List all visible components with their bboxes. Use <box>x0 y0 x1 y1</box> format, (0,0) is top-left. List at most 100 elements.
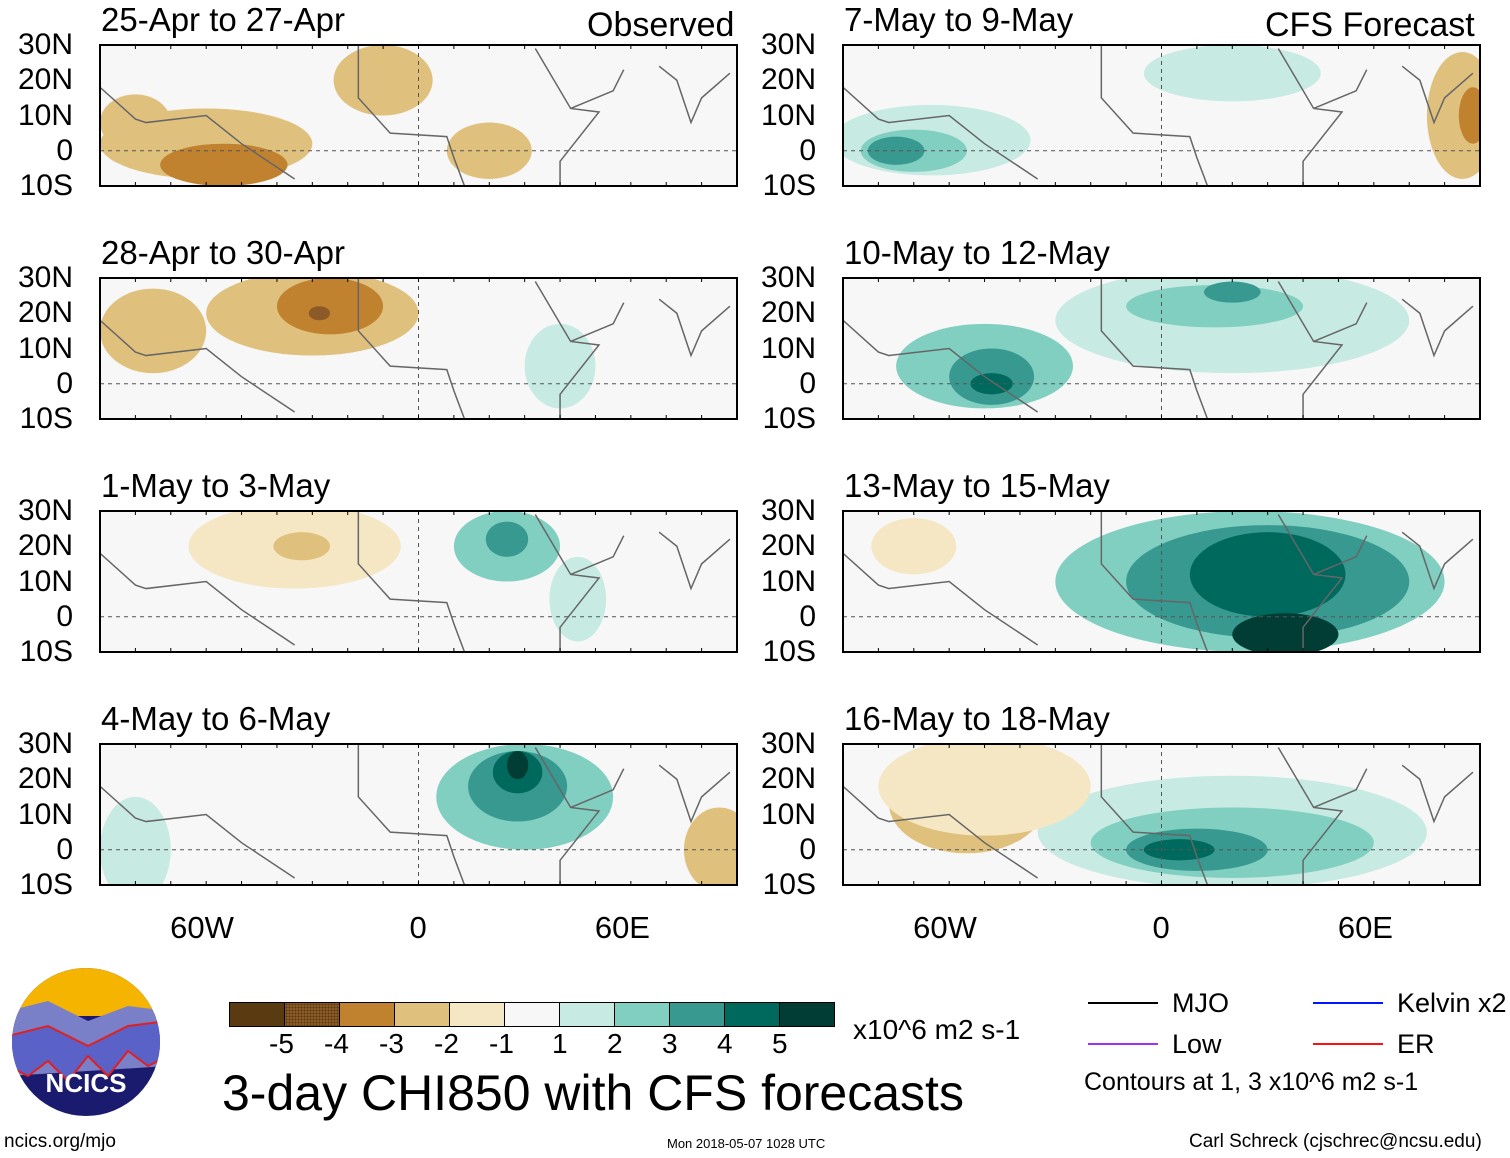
map-panel <box>99 743 738 886</box>
footer-author: Carl Schreck (cjschrec@ncsu.edu) <box>1189 1131 1482 1152</box>
lon-tick-label: 60E <box>594 910 650 945</box>
lat-tick-label: 10N <box>760 98 816 132</box>
anomaly-blob <box>100 94 171 151</box>
lat-tick-label: 10S <box>19 402 73 435</box>
panel-title: 7-May to 9-May <box>844 1 1074 38</box>
anomaly-blob <box>100 796 171 885</box>
colorbar-tick-label: 3 <box>662 1028 678 1059</box>
lat-tick-label: 0 <box>56 133 73 167</box>
lat-tick-label: 10N <box>17 331 73 365</box>
colorbar-swatch <box>285 1003 340 1026</box>
panel-title: 13-May to 15-May <box>844 467 1110 504</box>
lat-tick-label: 10S <box>762 868 816 901</box>
lat-tick-label: 10S <box>19 635 73 668</box>
colorbar-swatch <box>670 1003 725 1026</box>
lat-tick-label: 10N <box>760 797 816 831</box>
contour-note: Contours at 1, 3 x10^6 m2 s-1 <box>1084 1068 1419 1096</box>
lat-tick-label: 30N <box>17 28 73 61</box>
lat-tick-label: 10N <box>17 797 73 831</box>
legend-label: Kelvin x2 <box>1397 988 1507 1018</box>
lat-tick-label: 30N <box>17 494 73 527</box>
panel-title: 1-May to 3-May <box>101 467 331 504</box>
anomaly-blob <box>1189 532 1346 617</box>
anomaly-blob <box>1203 281 1261 303</box>
anomaly-blob <box>1458 87 1480 144</box>
lat-tick-label: 10S <box>19 169 73 202</box>
forecast-label: CFS Forecast <box>1265 6 1475 44</box>
anomaly-blob <box>871 518 957 575</box>
lon-tick-label: 60W <box>913 910 977 945</box>
map-panel <box>99 277 738 420</box>
coastline <box>100 744 731 885</box>
lat-tick-label: 20N <box>17 762 73 796</box>
legend-line <box>1313 1043 1383 1045</box>
colorbar-tick-label: 1 <box>552 1028 568 1059</box>
colorbar-swatch <box>450 1003 505 1026</box>
colorbar-tick-label: -5 <box>269 1028 294 1059</box>
colorbar-tick-label: -2 <box>434 1028 459 1059</box>
footer-url[interactable]: ncics.org/mjo <box>4 1131 116 1152</box>
coastline <box>100 45 731 186</box>
colorbar-tick-label: -1 <box>489 1028 514 1059</box>
anomaly-blob <box>333 45 433 116</box>
lat-tick-label: 20N <box>760 63 816 97</box>
lat-tick-label: 20N <box>17 296 73 330</box>
lon-tick-label: 60E <box>1337 910 1393 945</box>
colorbar-tick-label: 2 <box>607 1028 623 1059</box>
map-panel <box>842 743 1481 886</box>
lon-tick-label: 0 <box>1152 910 1170 945</box>
lat-tick-label: 30N <box>760 727 816 760</box>
panel-title: 28-Apr to 30-Apr <box>101 234 345 271</box>
map-panel <box>842 510 1481 653</box>
colorbar-units: x10^6 m2 s-1 <box>853 1014 1021 1045</box>
lon-tick-label: 0 <box>409 910 427 945</box>
lat-tick-label: 30N <box>17 261 73 294</box>
lat-tick-label: 0 <box>799 599 816 633</box>
panel-title: 10-May to 12-May <box>844 234 1110 271</box>
colorbar-swatch <box>615 1003 670 1026</box>
legend-line <box>1088 1002 1158 1004</box>
panel-title: 25-Apr to 27-Apr <box>101 1 345 38</box>
colorbar-swatch <box>340 1003 395 1026</box>
lat-tick-label: 20N <box>17 529 73 563</box>
colorbar-swatch <box>725 1003 780 1026</box>
lat-tick-label: 0 <box>56 832 73 866</box>
lat-tick-label: 10S <box>762 402 816 435</box>
observed-label: Observed <box>587 6 735 44</box>
svg-text:NCICS: NCICS <box>46 1068 127 1098</box>
anomaly-blob <box>867 136 925 165</box>
lat-tick-label: 20N <box>760 529 816 563</box>
anomaly-blob <box>506 751 529 780</box>
lat-tick-label: 0 <box>799 366 816 400</box>
coastline <box>843 278 1474 419</box>
anomaly-blob <box>446 122 532 179</box>
colorbar-swatch <box>505 1003 560 1026</box>
anomaly-blob <box>276 278 384 335</box>
anomaly-blob <box>878 744 1091 836</box>
map-panel <box>842 44 1481 187</box>
lat-tick-label: 10N <box>17 564 73 598</box>
lat-tick-label: 30N <box>760 494 816 527</box>
lat-tick-label: 30N <box>17 727 73 760</box>
footer-timestamp: Mon 2018-05-07 1028 UTC <box>667 1136 826 1151</box>
legend-label: Low <box>1172 1029 1222 1059</box>
colorbar-swatch <box>230 1003 285 1026</box>
anomaly-blob <box>100 288 207 374</box>
lat-tick-label: 0 <box>799 133 816 167</box>
anomaly-blob <box>1426 52 1480 179</box>
map-panel <box>99 510 738 653</box>
map-panels <box>99 44 1481 886</box>
ncics-logo: NCICS <box>12 968 160 1116</box>
lat-tick-label: 0 <box>799 832 816 866</box>
coastline <box>843 45 1474 186</box>
anomaly-blob <box>524 323 596 409</box>
anomaly-blob <box>308 306 331 321</box>
coastline <box>100 278 731 419</box>
anomaly-blob <box>1232 613 1339 652</box>
lat-tick-label: 30N <box>760 261 816 294</box>
panel-title: 16-May to 18-May <box>844 700 1110 737</box>
colorbar-swatch <box>560 1003 615 1026</box>
lat-tick-label: 10N <box>760 564 816 598</box>
legend-line <box>1313 1002 1383 1004</box>
figure-title: 3-day CHI850 with CFS forecasts <box>222 1065 964 1121</box>
